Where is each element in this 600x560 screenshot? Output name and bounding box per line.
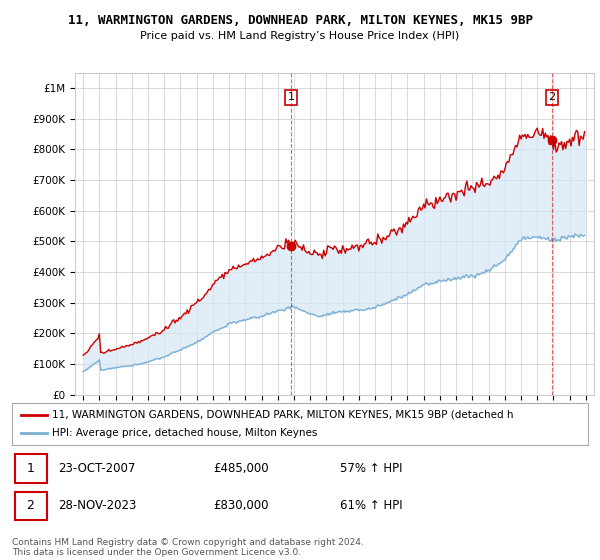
Text: 2: 2: [548, 92, 556, 102]
Text: 11, WARMINGTON GARDENS, DOWNHEAD PARK, MILTON KEYNES, MK15 9BP: 11, WARMINGTON GARDENS, DOWNHEAD PARK, M…: [67, 14, 533, 27]
Text: 11, WARMINGTON GARDENS, DOWNHEAD PARK, MILTON KEYNES, MK15 9BP (detached h: 11, WARMINGTON GARDENS, DOWNHEAD PARK, M…: [52, 410, 514, 420]
Text: Price paid vs. HM Land Registry’s House Price Index (HPI): Price paid vs. HM Land Registry’s House …: [140, 31, 460, 41]
FancyBboxPatch shape: [15, 454, 47, 483]
Text: 1: 1: [26, 461, 34, 475]
Text: 23-OCT-2007: 23-OCT-2007: [58, 461, 136, 475]
Text: 2: 2: [26, 499, 34, 512]
Text: 1: 1: [287, 92, 295, 102]
Text: 61% ↑ HPI: 61% ↑ HPI: [340, 499, 403, 512]
Text: £485,000: £485,000: [214, 461, 269, 475]
Text: HPI: Average price, detached house, Milton Keynes: HPI: Average price, detached house, Milt…: [52, 428, 317, 438]
FancyBboxPatch shape: [15, 492, 47, 520]
Text: Contains HM Land Registry data © Crown copyright and database right 2024.
This d: Contains HM Land Registry data © Crown c…: [12, 538, 364, 557]
Text: 57% ↑ HPI: 57% ↑ HPI: [340, 461, 403, 475]
Text: 28-NOV-2023: 28-NOV-2023: [58, 499, 136, 512]
Text: £830,000: £830,000: [214, 499, 269, 512]
